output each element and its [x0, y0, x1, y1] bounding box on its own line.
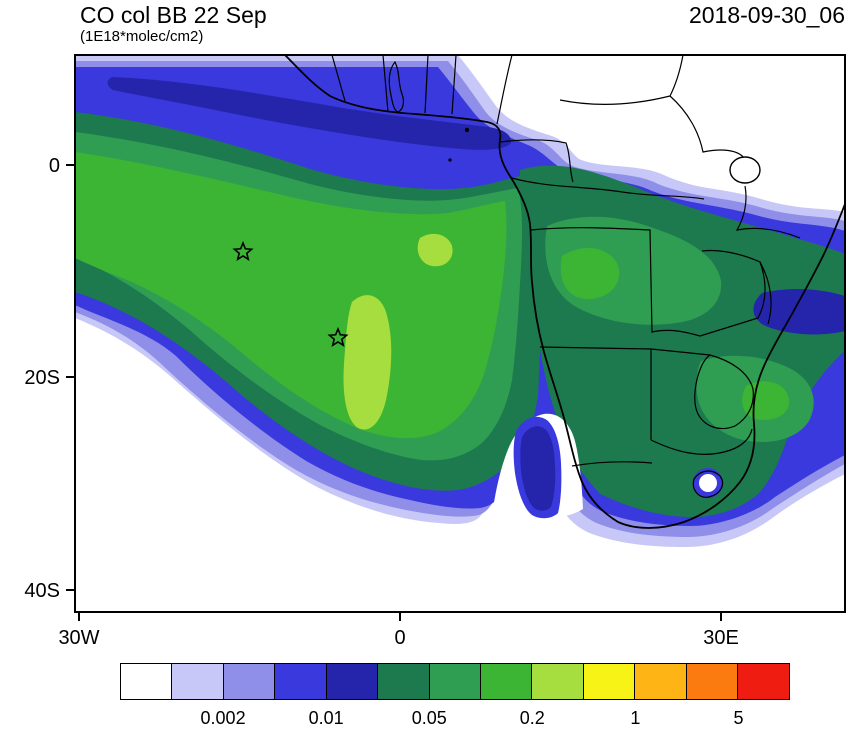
- colorbar-cell-1: [120, 663, 174, 700]
- plot-units-label: (1E18*molec/cm2): [80, 28, 204, 45]
- contour-lightgreen-spot: [417, 233, 453, 267]
- y-tick-label-40s: 40S: [24, 580, 60, 602]
- geography: [284, 56, 844, 529]
- plot-frame: [74, 54, 846, 613]
- plot-datestamp: 2018-09-30_06: [688, 2, 845, 28]
- star-markers: [232, 240, 349, 347]
- axis-ticks: [66, 164, 722, 621]
- axis-labels: 0 20S 40S 30W 0 30E: [24, 155, 738, 649]
- island-sao-tome: [448, 158, 452, 162]
- colorbar: [120, 663, 791, 700]
- colorbar-tick-label: 5: [733, 708, 744, 728]
- africa-coastline: [284, 56, 844, 529]
- colorbar-cell-6: [377, 663, 431, 700]
- colorbar-tick-label: 1: [630, 708, 641, 728]
- contour-navy-right: [753, 289, 844, 335]
- y-tick-label-0: 0: [49, 155, 60, 177]
- colorbar-tick-label: 0.2: [519, 708, 545, 728]
- colorbar-cell-8: [479, 663, 533, 700]
- colorbar-cell-5: [325, 663, 379, 700]
- country-borders: [331, 56, 801, 498]
- colorbar-cell-13: [737, 663, 791, 700]
- contour-lightgreen-streak: [343, 295, 392, 430]
- contour-navy-top-band: [107, 77, 512, 150]
- contour-navy-tongue: [520, 426, 556, 511]
- lake-victoria: [729, 156, 761, 184]
- colorbar-cell-3: [222, 663, 276, 700]
- colorbar-tick-label: 0.01: [308, 708, 344, 728]
- island-bioko: [464, 127, 470, 133]
- lesotho-clear-spot: [699, 474, 717, 492]
- colorbar-tick-label: 0.05: [411, 708, 447, 728]
- x-tick-label-30e: 30E: [703, 627, 739, 649]
- colorbar-cell-11: [634, 663, 688, 700]
- x-tick-label-0: 0: [394, 627, 405, 649]
- map-plot: 0 20S 40S 30W 0 30E: [24, 54, 846, 649]
- contour-field: [76, 56, 844, 611]
- colorbar-cell-7: [428, 663, 482, 700]
- contour-green-core: [76, 152, 507, 439]
- colorbar-cell-12: [685, 663, 739, 700]
- y-tick-label-20s: 20S: [24, 367, 60, 389]
- plot-title: CO col BB 22 Sep: [80, 2, 267, 28]
- colorbar-cell-9: [531, 663, 585, 700]
- star-marker-1: [232, 240, 254, 261]
- lake-volta: [388, 60, 404, 113]
- x-tick-label-30w: 30W: [58, 627, 99, 649]
- contour-green-patch-1: [560, 247, 620, 300]
- colorbar-tick-label: 0.002: [200, 708, 246, 728]
- colorbar-cell-2: [171, 663, 225, 700]
- colorbar-cell-4: [274, 663, 328, 700]
- star-marker-2: [327, 326, 349, 347]
- colorbar-cell-10: [582, 663, 636, 700]
